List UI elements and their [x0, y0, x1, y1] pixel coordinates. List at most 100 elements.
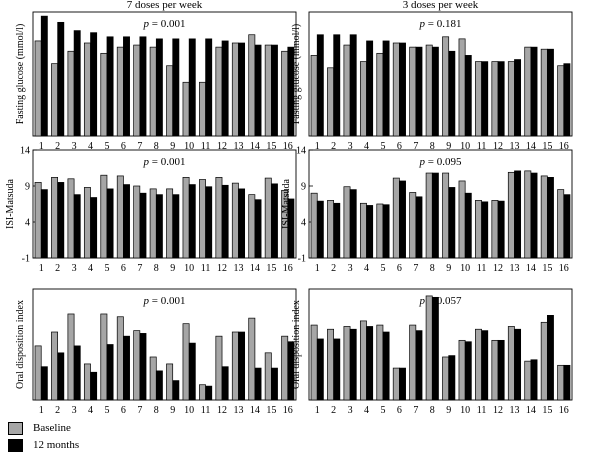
bar-12-months: [448, 187, 456, 259]
x-tick-label: 12: [217, 405, 227, 416]
bar-baseline: [409, 192, 417, 259]
bar-12-months: [205, 385, 213, 401]
bar-12-months: [40, 189, 48, 259]
x-tick-label: 6: [397, 141, 402, 152]
bar-12-months: [333, 338, 341, 401]
bar-baseline: [166, 188, 174, 259]
x-tick-label: 7: [413, 141, 418, 152]
x-tick-label: 16: [559, 405, 569, 416]
bar-12-months: [73, 194, 81, 259]
bar-baseline: [248, 317, 256, 401]
legend-item-12-months: 12 months: [8, 439, 79, 456]
x-tick-label: 12: [493, 141, 503, 152]
panel-frame: [32, 11, 297, 137]
bar-12-months: [139, 333, 147, 401]
x-tick-label: 15: [542, 141, 552, 152]
bar-12-months: [287, 198, 295, 259]
bar-baseline: [264, 352, 272, 401]
bar-12-months: [73, 345, 81, 401]
bar-baseline: [83, 363, 91, 401]
column-title: 7 doses per week: [127, 0, 203, 11]
x-tick-label: 9: [170, 141, 175, 152]
bar-baseline: [442, 172, 450, 259]
bar-12-months: [287, 341, 295, 401]
bar-baseline: [491, 61, 499, 137]
bar-12-months: [333, 34, 341, 137]
bar-baseline: [392, 42, 400, 137]
bar-12-months: [90, 371, 98, 401]
bar-12-months: [155, 38, 163, 137]
legend-item-baseline: Baseline: [8, 422, 79, 439]
x-tick-label: 14: [526, 263, 536, 274]
bar-12-months: [139, 36, 147, 137]
bar-baseline: [392, 177, 400, 259]
panel-frame: [308, 288, 573, 401]
bar-12-months: [431, 296, 439, 401]
x-tick-label: 1: [39, 405, 44, 416]
bar-baseline: [34, 40, 42, 137]
bar-baseline: [116, 175, 124, 259]
bar-baseline: [425, 172, 433, 259]
x-tick-label: 16: [559, 263, 569, 274]
x-tick-label: 2: [331, 263, 336, 274]
bar-12-months: [333, 202, 341, 259]
x-tick-label: 3: [72, 141, 77, 152]
bar-12-months: [172, 38, 180, 137]
bar-baseline: [51, 177, 59, 259]
x-tick-label: 5: [380, 405, 385, 416]
y-axis-label: Oral disposition index: [291, 300, 302, 389]
bar-12-months: [415, 46, 423, 137]
bar-baseline: [376, 324, 384, 401]
bar-12-months: [481, 61, 489, 137]
bar-baseline: [116, 46, 124, 137]
bar-baseline: [182, 177, 190, 259]
x-tick-label: 7: [137, 141, 142, 152]
bar-12-months: [399, 367, 406, 401]
column-title: 3 doses per week: [403, 0, 479, 11]
panel-frame: [32, 149, 297, 259]
bar-baseline: [327, 67, 335, 137]
bar-12-months: [238, 42, 246, 137]
x-tick-label: 11: [201, 405, 211, 416]
x-tick-label: 3: [72, 405, 77, 416]
bar-12-months: [188, 38, 196, 137]
x-tick-label: 10: [460, 263, 470, 274]
bar-baseline: [475, 200, 482, 259]
x-tick-label: 5: [104, 263, 109, 274]
x-tick-label: 4: [364, 405, 369, 416]
bar-12-months: [481, 330, 489, 401]
x-tick-label: 13: [233, 405, 243, 416]
x-tick-label: 13: [233, 141, 243, 152]
bar-baseline: [475, 61, 482, 137]
bar-baseline: [199, 179, 206, 259]
bar-12-months: [349, 189, 357, 259]
x-tick-label: 4: [88, 141, 93, 152]
x-tick-label: 8: [154, 141, 159, 152]
y-tick-label: 9: [25, 182, 30, 193]
bar-12-months: [155, 370, 163, 401]
bar-12-months: [546, 177, 554, 259]
bar-baseline: [540, 175, 548, 259]
bar-12-months: [270, 367, 278, 401]
x-tick-label: 1: [315, 141, 320, 152]
bar-baseline: [231, 182, 239, 259]
bar-12-months: [57, 182, 65, 259]
bar-baseline: [100, 52, 108, 137]
p-value: p = 0.181: [419, 18, 462, 30]
bar-12-months: [563, 194, 571, 259]
bar-12-months: [399, 42, 406, 137]
bar-baseline: [507, 61, 515, 137]
bar-baseline: [343, 186, 351, 259]
bar-12-months: [90, 32, 98, 137]
bar-baseline: [327, 328, 335, 401]
bar-baseline: [359, 202, 367, 259]
bar-12-months: [349, 328, 357, 401]
x-tick-label: 2: [55, 405, 60, 416]
bar-12-months: [221, 40, 229, 137]
bar-baseline: [458, 339, 466, 401]
bar-12-months: [481, 201, 489, 259]
x-tick-label: 6: [397, 263, 402, 274]
x-tick-label: 11: [477, 141, 487, 152]
bar-12-months: [254, 44, 262, 137]
bar-12-months: [172, 380, 180, 401]
